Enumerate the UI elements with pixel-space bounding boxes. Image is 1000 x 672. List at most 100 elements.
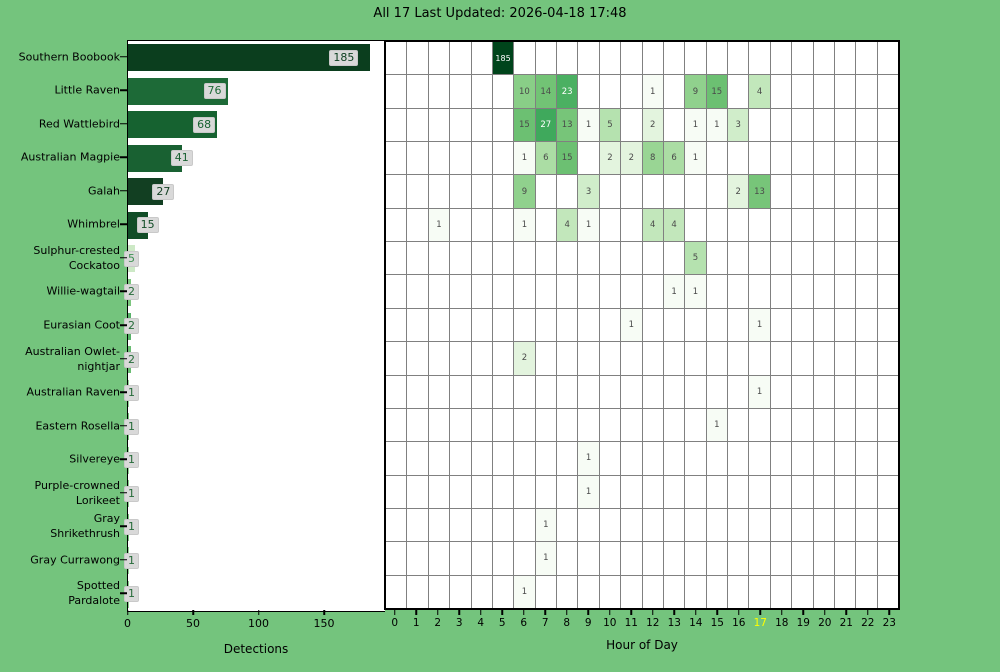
heatmap-cell: [813, 575, 834, 608]
heatmap-cell: [877, 575, 898, 608]
heatmap-cell: [770, 242, 792, 275]
heatmap-cell: 4: [749, 75, 770, 108]
species-label: Australian Owlet-nightjar: [25, 344, 120, 373]
y-axis-tick: [120, 491, 127, 494]
heatmap-cell: [749, 42, 770, 75]
heatmap-cell: [792, 142, 813, 175]
heatmap-cell: [514, 42, 535, 75]
heatmap-cell: 13: [557, 108, 578, 142]
heatmap-cell: [386, 242, 407, 275]
heatmap-cell: 23: [557, 75, 578, 108]
hour-tick-label: 4: [477, 617, 485, 629]
heatmap-cell: [428, 442, 450, 475]
heatmap-cell: [642, 342, 663, 375]
heatmap-cell: [386, 275, 407, 308]
detection-count-label: 15: [136, 217, 159, 234]
heatmap-cell: [407, 142, 428, 175]
heatmap-cell: [599, 375, 621, 408]
hour-axis-tick: [802, 610, 804, 615]
heatmap-cell: [407, 408, 428, 442]
heatmap-cell: 2: [621, 142, 642, 175]
heatmap-cell: [685, 575, 706, 608]
heatmap-cell: [749, 442, 770, 475]
heatmap-cell: [813, 308, 834, 342]
heatmap-cell: [792, 242, 813, 275]
heatmap-cell: [492, 242, 514, 275]
heatmap-cell: [770, 175, 792, 208]
heatmap-cell: [834, 508, 856, 542]
heatmap-cell: 1: [578, 108, 599, 142]
heatmap-cell: [834, 575, 856, 608]
heatmap-cell: [471, 208, 492, 242]
heatmap-cell: [642, 175, 663, 208]
hour-axis-tick: [845, 610, 847, 615]
hour-tick-label: 5: [498, 617, 506, 629]
heatmap-cell: 1: [535, 542, 556, 575]
heatmap-cell: [471, 508, 492, 542]
heatmap-cell: [770, 208, 792, 242]
y-axis-tick: [120, 223, 127, 226]
heatmap-cell: [749, 275, 770, 308]
heatmap-cell: [471, 108, 492, 142]
heatmap-cell: [471, 75, 492, 108]
heatmap-cell: [877, 375, 898, 408]
y-axis-tick: [120, 424, 127, 427]
heatmap-cell: [514, 408, 535, 442]
heatmap-cell: [514, 308, 535, 342]
heatmap-cell: [834, 442, 856, 475]
heatmap-cell: [749, 342, 770, 375]
hour-tick-label: 23: [882, 617, 896, 629]
heatmap-cell: 10: [514, 75, 535, 108]
heatmap-cell: [514, 508, 535, 542]
y-axis-tick: [120, 290, 127, 293]
heatmap-cell: [514, 375, 535, 408]
heatmap-cell: [813, 108, 834, 142]
heatmap-cell: [450, 242, 471, 275]
hour-axis-tick: [544, 610, 546, 615]
heatmap-cell: [856, 408, 877, 442]
heatmap-cell: 9: [685, 75, 706, 108]
heatmap-cell: [663, 175, 685, 208]
heatmap-cell: 1: [535, 508, 556, 542]
heatmap-cell: [386, 508, 407, 542]
heatmap-cell: [428, 375, 450, 408]
heatmap-cell: [621, 575, 642, 608]
detection-count-label: 185: [329, 49, 359, 66]
heatmap-cell: [792, 542, 813, 575]
heatmap-cell: [578, 75, 599, 108]
detection-count-label: 2: [124, 351, 139, 368]
heatmap-cell: [706, 542, 727, 575]
heatmap-cell: [514, 275, 535, 308]
heatmap-cell: [492, 275, 514, 308]
heatmap-cell: [407, 275, 428, 308]
heatmap-cell: 1: [428, 208, 450, 242]
y-axis-tick: [120, 592, 127, 594]
heatmap-cell: [599, 542, 621, 575]
hour-tick-label: 14: [689, 617, 703, 629]
hour-axis-tick: [652, 610, 654, 615]
heatmap-cell: [621, 542, 642, 575]
heatmap-cell: [813, 442, 834, 475]
heatmap-cell: [428, 342, 450, 375]
heatmap-cell: [706, 275, 727, 308]
heatmap-cell: [599, 342, 621, 375]
heatmap-cell: [706, 375, 727, 408]
heatmap-cell: [728, 408, 749, 442]
heatmap-cell: [492, 475, 514, 508]
heatmap-cell: [599, 408, 621, 442]
heatmap-cell: [599, 275, 621, 308]
heatmap-cell: 1: [685, 275, 706, 308]
heatmap-cell: [578, 242, 599, 275]
hour-tick-label: 9: [584, 617, 592, 629]
heatmap-cell: [770, 575, 792, 608]
hour-tick-label: 16: [732, 617, 746, 629]
heatmap-cell: [856, 375, 877, 408]
hour-tick-label: 11: [624, 617, 638, 629]
heatmap-cell: 2: [642, 108, 663, 142]
detection-count-label: 1: [124, 519, 139, 536]
heatmap-cell: 2: [514, 342, 535, 375]
y-axis-tick: [120, 123, 127, 125]
heatmap-cell: [599, 442, 621, 475]
heatmap-cell: [877, 342, 898, 375]
hour-tick-label: 1: [412, 617, 420, 629]
